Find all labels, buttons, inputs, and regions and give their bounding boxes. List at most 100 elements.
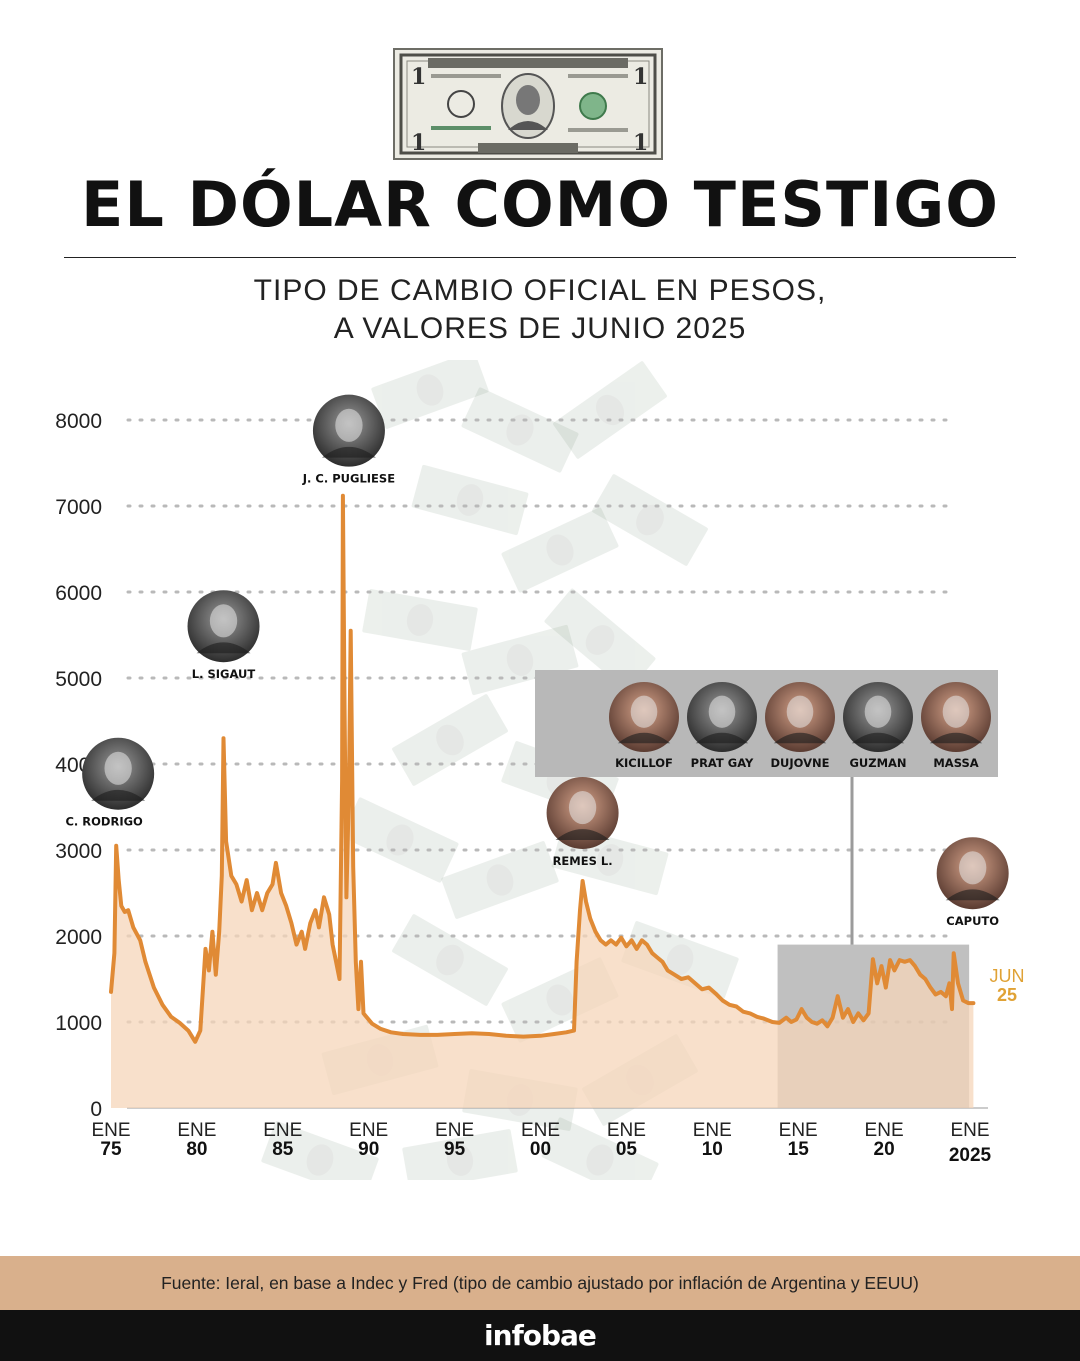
background-bill-body xyxy=(411,464,529,536)
y-tick-label: 1000 xyxy=(55,1012,102,1035)
y-tick-label: 7000 xyxy=(55,496,102,519)
portrait-group-1-face xyxy=(708,695,736,728)
svg-text:1: 1 xyxy=(633,130,648,156)
y-tick-label: 5000 xyxy=(55,668,102,691)
source-text: Fuente: Ieral, en base a Indec y Fred (t… xyxy=(161,1272,919,1293)
background-bill-portrait xyxy=(416,374,444,406)
group-label: MASSA xyxy=(933,756,978,770)
background-bill-portrait xyxy=(506,414,534,446)
svg-text:1: 1 xyxy=(633,64,648,90)
portrait-remes-shoulders xyxy=(555,829,610,840)
background-bill-portrait xyxy=(636,504,664,536)
portrait-caputo xyxy=(936,837,1009,910)
x-tick-label-month: ENE xyxy=(521,1120,560,1141)
portrait-group-2-shoulders xyxy=(773,732,827,744)
portrait-pugliese xyxy=(312,394,385,467)
background-bill-body xyxy=(501,507,619,593)
x-tick-label-month: ENE xyxy=(607,1120,646,1141)
portrait-group-1-shoulders xyxy=(695,732,749,744)
background-bill xyxy=(544,588,656,692)
group-label: GUZMAN xyxy=(849,756,906,770)
background-bill-portrait xyxy=(306,1144,334,1176)
background-bill-portrait xyxy=(666,944,694,976)
exchange-rate-line-path xyxy=(109,493,976,1044)
brand-logo: infobae xyxy=(484,1319,597,1352)
background-bill-portrait xyxy=(386,824,414,856)
background-bill xyxy=(392,914,508,1006)
background-bill xyxy=(501,507,619,593)
portrait-group-4-face xyxy=(942,695,970,728)
background-bill xyxy=(441,841,559,919)
area-fill xyxy=(111,495,974,1108)
background-bill-portrait xyxy=(446,1144,474,1176)
annotation-label-pugliese: J. C. PUGLIESE xyxy=(302,472,395,486)
y-tick-label: 3000 xyxy=(55,840,102,863)
background-bill-portrait xyxy=(456,484,484,516)
background-bill xyxy=(553,361,667,459)
background-bill-portrait xyxy=(486,864,514,896)
background-bill-body xyxy=(392,914,508,1006)
x-tick-label-year: 75 xyxy=(100,1139,122,1160)
background-bill-body xyxy=(362,589,478,651)
portrait-caputo-face xyxy=(958,851,987,885)
background-bill-portrait xyxy=(406,604,434,636)
portrait-group-0 xyxy=(609,682,679,752)
x-tick-label-year: 00 xyxy=(530,1139,551,1160)
background-bill-portrait xyxy=(596,844,624,876)
portrait-group-2-face xyxy=(786,695,814,728)
portrait-rodrigo-shoulders xyxy=(91,789,146,801)
portrait-group-2 xyxy=(765,682,835,752)
x-axis-ticks: ENE75ENE80ENE85ENE90ENE95ENE00ENE05ENE10… xyxy=(91,1120,991,1166)
title-divider xyxy=(64,257,1016,258)
portrait-caputo-shoulders xyxy=(945,889,1000,901)
portrait-sigaut-shoulders xyxy=(196,642,251,654)
end-label-year: 25 xyxy=(997,985,1017,1005)
x-tick-label-month: ENE xyxy=(177,1120,216,1141)
x-tick-label-year: 15 xyxy=(788,1139,810,1160)
portrait-group-4 xyxy=(921,682,991,752)
annotation-label-caputo: CAPUTO xyxy=(946,914,999,928)
annotation-label-sigaut: L. SIGAUT xyxy=(192,667,256,681)
portrait-group-0-shoulders xyxy=(617,732,671,744)
x-tick-label-year: 95 xyxy=(444,1139,466,1160)
group-label: PRAT GAY xyxy=(691,756,754,770)
background-bill-portrait xyxy=(436,724,464,756)
footer-bar: infobae xyxy=(0,1310,1080,1361)
background-bill-portrait xyxy=(506,644,534,676)
background-bill xyxy=(392,694,508,786)
portrait-sigaut-face xyxy=(209,604,238,638)
background-bill-body xyxy=(261,1121,379,1180)
annotation-label-remes: REMES L. xyxy=(553,854,613,868)
end-label-month: JUN xyxy=(990,966,1025,986)
exchange-rate-line xyxy=(109,493,976,1044)
background-bill-body xyxy=(541,1117,659,1180)
portrait-remes-face xyxy=(568,791,597,825)
background-bill xyxy=(261,1121,379,1180)
annotation-label-rodrigo: C. RODRIGO xyxy=(65,815,143,829)
background-bill-body xyxy=(371,360,489,429)
x-tick-label-year: 10 xyxy=(702,1139,723,1160)
x-tick-label-month: ENE xyxy=(950,1120,989,1141)
x-tick-label-month: ENE xyxy=(693,1120,732,1141)
background-bill-portrait xyxy=(585,625,615,655)
x-tick-label-month: ENE xyxy=(91,1120,130,1141)
subtitle-line-2: A VALORES DE JUNIO 2025 xyxy=(333,312,747,345)
portrait-rodrigo-face xyxy=(104,751,132,785)
portrait-group-3-shoulders xyxy=(851,732,905,744)
portrait-rodrigo xyxy=(82,737,155,810)
background-bill-portrait xyxy=(436,944,464,976)
x-tick-label-month: ENE xyxy=(263,1120,302,1141)
y-tick-label: 8000 xyxy=(55,410,102,433)
background-bill-portrait xyxy=(546,984,574,1016)
group-label: DUJOVNE xyxy=(770,756,829,770)
background-bill xyxy=(592,474,708,566)
background-bill-portrait xyxy=(586,1144,614,1176)
y-tick-label: 2000 xyxy=(55,926,102,949)
background-bill-portrait xyxy=(546,534,574,566)
background-bill-body xyxy=(392,694,508,786)
page-title: EL DÓLAR COMO TESTIGO xyxy=(81,168,999,241)
x-tick-label-year: 20 xyxy=(874,1139,895,1160)
background-bill-body xyxy=(621,921,739,999)
